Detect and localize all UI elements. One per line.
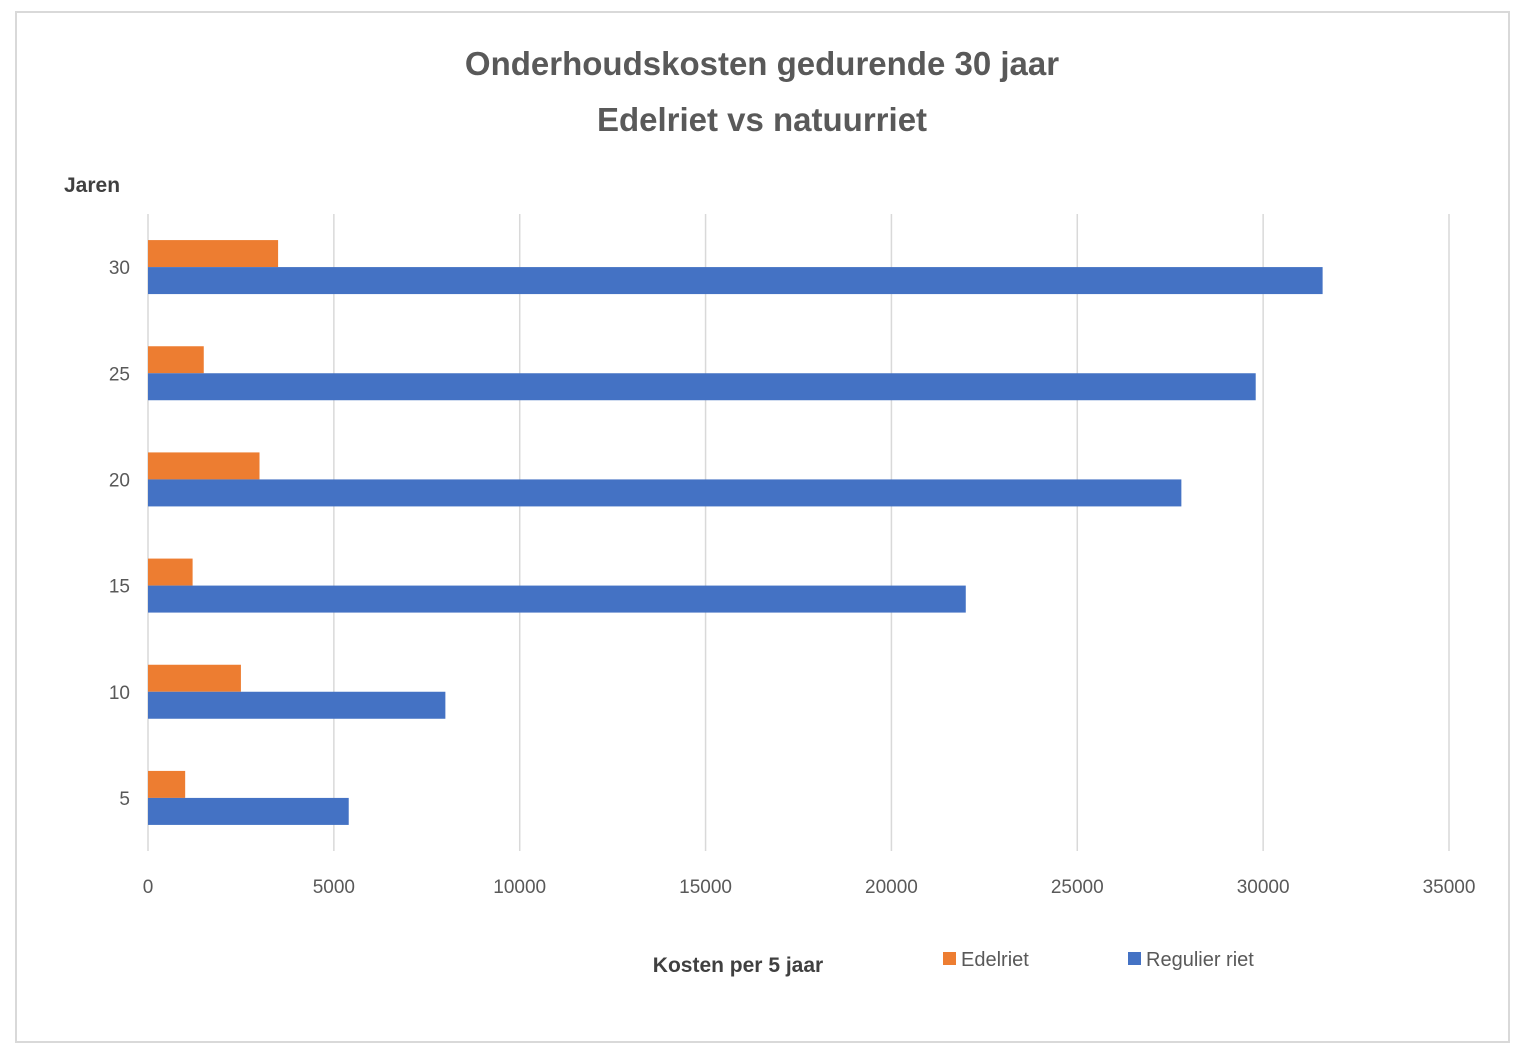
bar-regulier-riet-15 [148, 585, 966, 613]
bar-regulier-riet-20 [148, 479, 1182, 507]
bar-edelriet-25 [148, 346, 204, 374]
legend-label-regulier-riet: Regulier riet [1146, 949, 1254, 971]
y-tick-label: 15 [109, 577, 130, 598]
x-axis-ticks: 0 5000 10000 15000 20000 25000 30000 35000 [143, 877, 1476, 898]
x-tick-label: 30000 [1237, 877, 1290, 898]
y-tick-label: 10 [109, 683, 130, 704]
legend-swatch-edelriet [943, 952, 956, 965]
x-tick-label: 25000 [1051, 877, 1104, 898]
legend-swatch-regulier-riet [1128, 952, 1141, 965]
y-tick-label: 20 [109, 470, 130, 491]
x-tick-label: 10000 [493, 877, 546, 898]
chart-frame [15, 11, 1510, 1043]
y-axis-title: Jaren [64, 174, 120, 197]
x-tick-label: 5000 [313, 877, 355, 898]
bar-edelriet-10 [148, 664, 241, 692]
y-tick-label: 5 [119, 789, 130, 810]
x-tick-label: 15000 [679, 877, 732, 898]
x-tick-label: 20000 [865, 877, 918, 898]
y-tick-label: 30 [109, 258, 130, 279]
bar-regulier-riet-5 [148, 797, 349, 825]
bar-regulier-riet-10 [148, 691, 446, 719]
legend: Edelriet Regulier riet [943, 949, 1254, 971]
bar-edelriet-30 [148, 240, 279, 268]
y-axis-ticks: 5 10 15 20 25 30 [109, 258, 130, 810]
x-tick-label: 35000 [1423, 877, 1476, 898]
chart-title-line-2: Edelriet vs natuurriet [597, 101, 927, 138]
legend-label-edelriet: Edelriet [961, 949, 1029, 971]
bar-edelriet-5 [148, 770, 186, 798]
y-tick-label: 25 [109, 364, 130, 385]
x-tick-label: 0 [143, 877, 154, 898]
x-axis-title: Kosten per 5 jaar [653, 954, 823, 977]
chart-title-line-1: Onderhoudskosten gedurende 30 jaar [465, 45, 1059, 82]
bars [148, 240, 1323, 825]
bar-regulier-riet-30 [148, 267, 1323, 295]
bar-regulier-riet-25 [148, 373, 1256, 401]
gridlines [147, 214, 1450, 851]
bar-edelriet-15 [148, 558, 193, 586]
bar-edelriet-20 [148, 452, 260, 480]
